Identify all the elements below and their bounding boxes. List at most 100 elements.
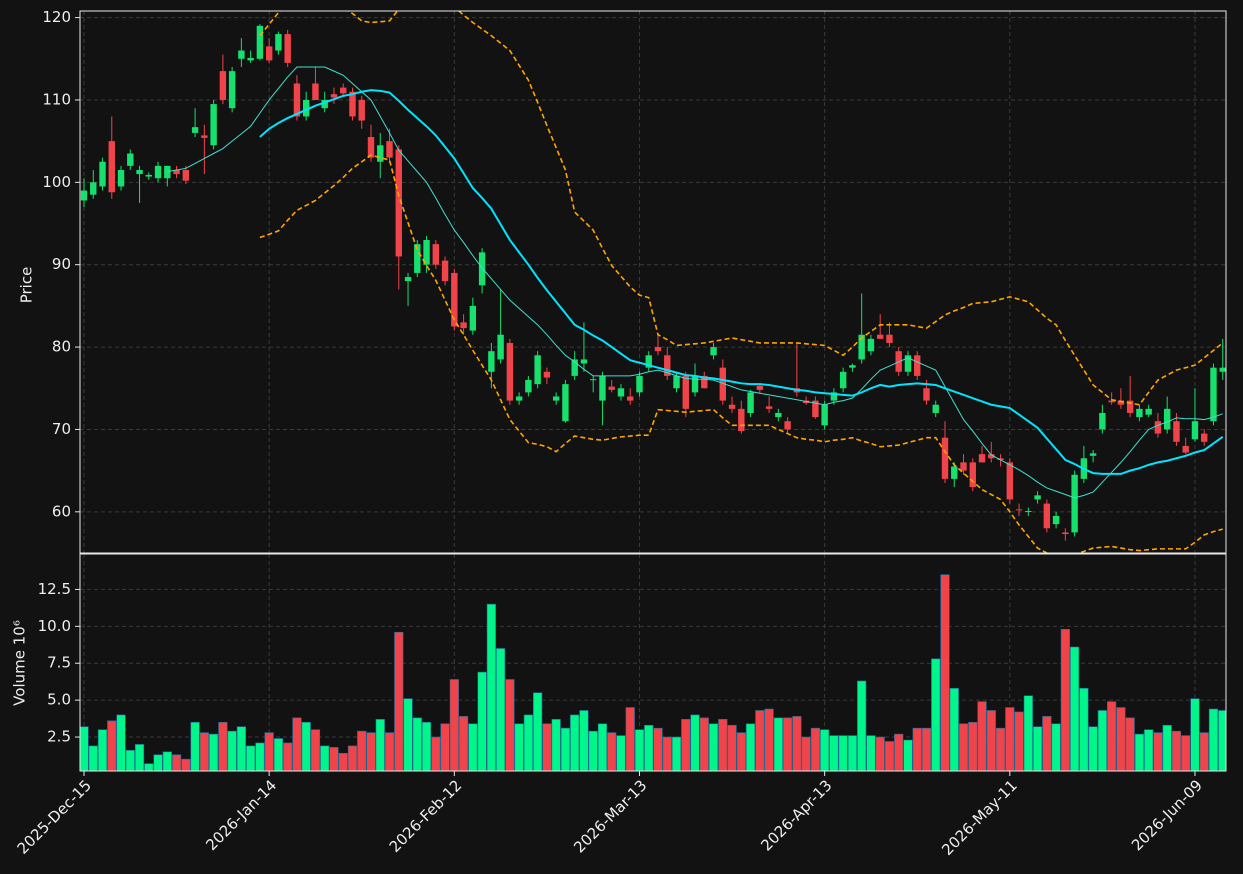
volume-frame (79, 553, 1227, 772)
candle-body (562, 384, 569, 422)
volume-bar (653, 727, 663, 771)
volume-bar (477, 671, 487, 771)
candle-body (664, 355, 671, 376)
volume-bar (588, 730, 598, 771)
volume-bar (283, 742, 293, 771)
volume-bar (560, 727, 571, 771)
volume-bar (533, 692, 543, 771)
band-line (259, 154, 1223, 553)
volume-bar (496, 648, 506, 771)
candle-body (173, 169, 180, 175)
volume-bar (1070, 646, 1080, 771)
candle-body (654, 347, 662, 352)
band-line (259, 11, 1224, 406)
candle-body (1136, 408, 1143, 418)
candle-body (636, 375, 643, 393)
candle-body (164, 165, 171, 179)
volume-bar (301, 721, 311, 771)
volume-bar (292, 717, 302, 771)
volume-bar (80, 726, 89, 771)
volume-bar (1116, 707, 1126, 771)
volume-bar (995, 727, 1006, 771)
candle-body (756, 385, 764, 390)
candle-body (1089, 453, 1097, 456)
volume-bar (357, 730, 367, 771)
candle-body (821, 404, 828, 426)
y-tick-label: 90 (52, 255, 71, 273)
volume-bar (1051, 723, 1061, 771)
volume-bar (736, 732, 746, 771)
volume-bar (1181, 735, 1191, 771)
volume-bar (542, 723, 552, 771)
candle-body (238, 50, 245, 59)
candle-body (978, 454, 986, 463)
candle-body (182, 169, 190, 181)
candle-body (1034, 495, 1041, 500)
candle-body (275, 34, 282, 51)
candle-body (1043, 503, 1051, 529)
volume-bar (347, 745, 358, 771)
candle-body (765, 406, 773, 409)
candle-body (1099, 412, 1106, 430)
candle-body (1108, 400, 1115, 403)
y-tick-label: 10.0 (38, 617, 71, 635)
volume-bar (616, 735, 626, 771)
volume-bar (931, 658, 941, 771)
candle-body (941, 437, 949, 479)
volume-bar (1005, 707, 1015, 771)
candle-body (478, 252, 486, 286)
volume-bar (829, 735, 839, 771)
candle-body (571, 359, 578, 376)
candle-body (136, 169, 143, 175)
candle-body (867, 338, 875, 352)
volume-bar (857, 680, 867, 771)
volume-bar (801, 736, 811, 771)
volume-bar (1097, 710, 1107, 771)
y-tick-label: 110 (42, 90, 71, 108)
candle-body (321, 99, 328, 109)
candle-body (460, 322, 467, 329)
candle-body (728, 404, 736, 409)
price-plot (80, 11, 1226, 553)
candle-body (497, 334, 504, 360)
volume-bar (97, 729, 108, 771)
y-tick-label: 80 (52, 338, 71, 356)
candle-body (395, 149, 402, 257)
volume-bar (144, 763, 154, 771)
volume-bar (366, 732, 376, 771)
candle-body (1117, 400, 1125, 405)
candle-body (99, 161, 106, 187)
candle-body (90, 182, 97, 195)
volume-bar (745, 723, 756, 771)
volume-bar (921, 727, 932, 771)
candle-body (682, 375, 689, 409)
candle-body (1062, 532, 1069, 535)
candle-body (488, 351, 495, 372)
volume-bar (755, 710, 765, 771)
y-tick-label: 60 (52, 502, 71, 520)
candle-body (1182, 445, 1189, 453)
candle-body (617, 388, 625, 397)
candle-body (312, 83, 319, 100)
volume-bar (190, 721, 200, 771)
candle-body (293, 83, 301, 117)
candle-body (645, 355, 652, 368)
candle-body (701, 375, 708, 389)
price-frame (79, 10, 1227, 554)
candle-body (441, 260, 449, 282)
volume-bar (644, 724, 654, 771)
volume-bar (514, 723, 524, 771)
volume-bar (199, 732, 209, 771)
candle-body (1173, 421, 1180, 442)
volume-bar (764, 708, 774, 771)
volume-bar (116, 714, 126, 771)
candle-body (1154, 421, 1162, 434)
volume-bar (125, 750, 135, 771)
volume-bar (403, 698, 413, 771)
volume-bar (1208, 708, 1219, 771)
volume-bar (1042, 716, 1052, 771)
volume-bar (1088, 726, 1098, 771)
volume-bar (894, 733, 904, 771)
volume-bar (958, 723, 969, 771)
volume-bar (171, 754, 182, 771)
